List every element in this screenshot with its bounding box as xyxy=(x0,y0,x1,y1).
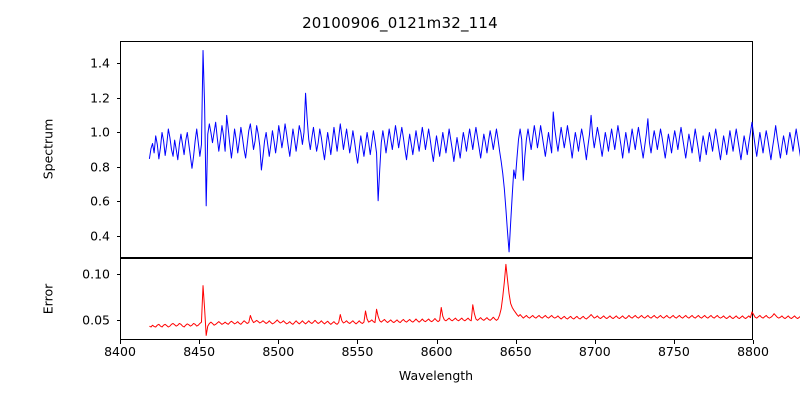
y-tick-mark xyxy=(116,201,120,203)
y-axis-label-spectrum: Spectrum xyxy=(40,118,56,180)
x-tick-mark xyxy=(199,340,201,344)
y-tick-mark xyxy=(116,274,120,276)
spectrum-plot-area xyxy=(148,50,800,253)
y-tick-label: 1.4 xyxy=(90,55,110,71)
x-tick-label: 8600 xyxy=(420,344,453,359)
y-tick-mark xyxy=(116,319,120,322)
y-tick-label: 0.6 xyxy=(90,193,110,209)
x-tick-mark xyxy=(515,340,517,344)
spectrum-line xyxy=(148,50,800,253)
x-tick-label: 8400 xyxy=(104,344,136,359)
y-tick-mark xyxy=(116,235,120,237)
error-plot-area xyxy=(149,263,800,336)
x-tick-label: 8550 xyxy=(341,344,374,359)
x-tick-label: 8650 xyxy=(499,344,532,359)
y-tick-label: 0.4 xyxy=(90,228,110,244)
x-tick-label: 8750 xyxy=(657,344,690,359)
y-tick-mark xyxy=(116,97,120,99)
x-tick-mark xyxy=(436,340,438,344)
y-tick-label: 1.2 xyxy=(90,90,110,106)
error-line xyxy=(149,263,800,336)
spectrum-panel xyxy=(120,41,800,258)
x-tick-mark xyxy=(278,340,280,344)
x-tick-label: 8800 xyxy=(737,344,769,359)
y-tick-mark xyxy=(116,132,120,134)
page-title: 20100906_0121m32_114 xyxy=(302,14,498,32)
x-tick-label: 8500 xyxy=(262,344,295,359)
y-tick-label: 1.0 xyxy=(90,124,110,140)
x-tick-mark xyxy=(753,340,755,344)
y-axis-label-error: Error xyxy=(40,283,56,315)
error-panel xyxy=(120,258,800,340)
y-tick-mark xyxy=(116,63,120,65)
x-tick-label: 8450 xyxy=(183,344,216,359)
x-axis-label: Wavelength xyxy=(398,368,474,383)
x-tick-mark xyxy=(357,340,359,344)
x-tick-mark xyxy=(120,340,122,344)
y-tick-label: 0.10 xyxy=(82,266,110,282)
y-tick-label: 0.8 xyxy=(90,159,110,175)
y-tick-label: 0.05 xyxy=(82,312,110,328)
x-tick-mark xyxy=(673,340,675,344)
x-tick-label: 8700 xyxy=(578,344,611,359)
y-tick-mark xyxy=(116,166,120,168)
x-tick-mark xyxy=(594,340,596,344)
